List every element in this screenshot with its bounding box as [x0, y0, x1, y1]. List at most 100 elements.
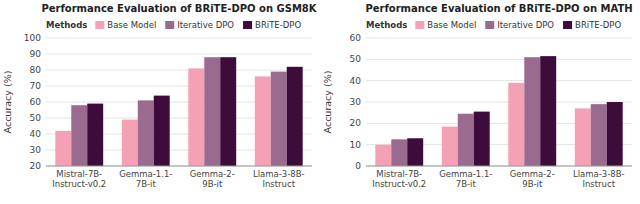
x-tick-label-line: Llama-3-8B-: [573, 169, 625, 179]
grid-line: [46, 38, 312, 39]
y-tick-label: 40: [350, 76, 362, 86]
bar: [474, 112, 490, 166]
x-tick-label-line: Gemma-1.1-: [119, 169, 172, 179]
legend-swatch: [415, 21, 424, 29]
bar: [204, 57, 220, 166]
legend-label: BRiTE-DPO: [575, 20, 621, 30]
x-tick-label-line: Instruct: [582, 179, 615, 189]
bar: [138, 100, 154, 166]
grid-line: [366, 38, 632, 39]
bar: [154, 96, 170, 166]
y-tick-label: 20: [30, 161, 42, 171]
figure: 2030405060708090100Accuracy (%)Mistral-7…: [0, 0, 640, 204]
y-tick-label: 10: [350, 140, 362, 150]
legend-swatch: [485, 21, 494, 29]
x-tick-label-line: 9B-it: [522, 179, 543, 189]
y-tick-label: 60: [30, 97, 42, 107]
panel: 20 30 40 50 60 70 80 90 100 Accuracy (%) Mistral-7…: [2, 3, 318, 189]
legend-swatch: [165, 21, 174, 29]
y-tick-label: 80: [30, 65, 42, 75]
panel: 0102030405060Accuracy (%)Mistral-7B-Inst…: [322, 3, 633, 189]
bar: [391, 139, 407, 166]
x-tick-label-line: 7B-it: [456, 179, 477, 189]
x-tick-label: Mistral-7B-Instruct-v0.2: [372, 169, 426, 189]
y-tick-label: 50: [350, 54, 362, 64]
title: Performance Evaluation of BRiTE-DPO on M…: [365, 3, 632, 14]
bar: [287, 67, 303, 166]
x-tick-label: Llama-3-8B-Instruct: [573, 169, 625, 189]
legend-label: Iterative DPO: [497, 20, 554, 30]
x-tick-label-line: Instruct-v0.2: [372, 179, 426, 189]
bar: [375, 145, 391, 166]
y-tick-label: 20: [350, 118, 362, 128]
grid-line: [46, 166, 312, 167]
grid-line: [46, 70, 312, 71]
y-tick-label: 40: [30, 129, 42, 139]
x-tick-label-line: 9B-it: [202, 179, 223, 189]
grid-line: [366, 59, 632, 60]
x-tick-label-line: Llama-3-8B-: [253, 169, 305, 179]
bar: [591, 104, 607, 166]
bars: [55, 57, 302, 166]
y-tick-label: 100: [24, 33, 41, 43]
x-tick-label-line: Instruct: [262, 179, 295, 189]
bar: [55, 131, 71, 166]
legend-label: Base Model: [107, 20, 156, 30]
grid-line: [366, 102, 632, 103]
legend-label: BRiTE-DPO: [255, 20, 301, 30]
bar: [220, 57, 236, 166]
legend-title: Methods: [46, 20, 87, 30]
x-tick-label-line: Gemma-1.1-: [439, 169, 492, 179]
y-tick-label: 60: [350, 33, 362, 43]
grid-line: [366, 80, 632, 81]
legend-label: Iterative DPO: [177, 20, 234, 30]
bar: [540, 56, 556, 166]
bar: [607, 102, 623, 166]
y-tick-label: 70: [30, 81, 42, 91]
grid-line: [366, 166, 632, 167]
y-tick-label: 30: [350, 97, 362, 107]
y-tick-label: 0: [355, 161, 361, 171]
legend: Methods Base Model Iterative DPO BRiTE-DPO: [46, 20, 301, 30]
x-axis-line: [366, 166, 632, 167]
bar: [122, 120, 138, 166]
legend-label: Base Model: [427, 20, 476, 30]
x-tick-label-line: Gemma-2-: [510, 169, 555, 179]
bar: [524, 57, 540, 166]
bar: [271, 72, 287, 166]
bar: [508, 83, 524, 166]
bar: [407, 138, 423, 166]
grid-line: [46, 54, 312, 55]
legend-swatch: [563, 21, 572, 29]
legend-swatch: [243, 21, 252, 29]
x-tick-label: Gemma-2-9B-it: [190, 169, 235, 189]
x-tick-label-line: Mistral-7B-: [376, 169, 422, 179]
x-axis-line: [46, 166, 312, 167]
bar: [71, 105, 87, 166]
bar: [442, 127, 458, 166]
y-axis-label: Accuracy (%): [2, 71, 13, 134]
bar: [87, 104, 103, 166]
x-tick-label: Mistral-7B-Instruct-v0.2: [52, 169, 106, 189]
bar: [575, 108, 591, 166]
x-tick-label-line: Instruct-v0.2: [52, 179, 106, 189]
y-tick-label: 90: [30, 49, 42, 59]
bars: [375, 56, 622, 166]
y-axis-label: Accuracy (%): [322, 71, 333, 134]
bar: [188, 68, 204, 166]
y-tick-label: 50: [30, 113, 42, 123]
legend-title: Methods: [366, 20, 407, 30]
x-tick-label: Gemma-1.1-7B-it: [439, 169, 492, 189]
legend: Methods Base Model Iterative DPO BRiTE-DPO: [366, 20, 621, 30]
y-tick-label: 30: [30, 145, 42, 155]
x-tick-label: Llama-3-8B-Instruct: [253, 169, 305, 189]
title: Performance Evaluation of BRiTE-DPO on G…: [41, 3, 317, 14]
x-tick-label-line: 7B-it: [136, 179, 157, 189]
x-tick-label: Gemma-2-9B-it: [510, 169, 555, 189]
legend-swatch: [95, 21, 104, 29]
bar: [458, 114, 474, 166]
bar: [255, 76, 271, 166]
x-tick-label-line: Gemma-2-: [190, 169, 235, 179]
x-tick-label: Gemma-1.1-7B-it: [119, 169, 172, 189]
x-tick-label-line: Mistral-7B-: [56, 169, 102, 179]
